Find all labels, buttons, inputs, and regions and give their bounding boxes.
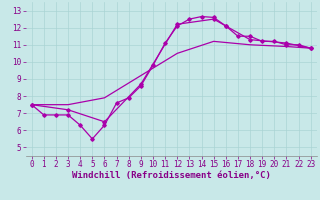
X-axis label: Windchill (Refroidissement éolien,°C): Windchill (Refroidissement éolien,°C) — [72, 171, 271, 180]
